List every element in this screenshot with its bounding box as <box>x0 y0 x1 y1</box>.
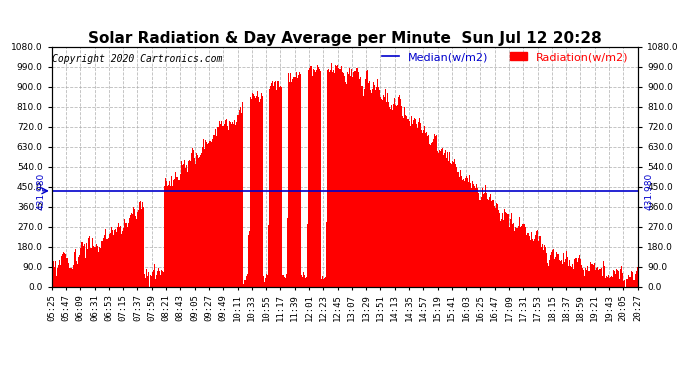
Text: 431.980: 431.980 <box>644 172 653 210</box>
Text: Copyright 2020 Cartronics.com: Copyright 2020 Cartronics.com <box>52 54 223 64</box>
Text: 431.980: 431.980 <box>37 172 46 210</box>
Legend: Median(w/m2), Radiation(w/m2): Median(w/m2), Radiation(w/m2) <box>377 48 633 66</box>
Title: Solar Radiation & Day Average per Minute  Sun Jul 12 20:28: Solar Radiation & Day Average per Minute… <box>88 31 602 46</box>
